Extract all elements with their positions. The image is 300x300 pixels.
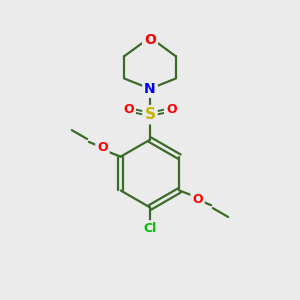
Text: S: S xyxy=(145,107,155,122)
Text: O: O xyxy=(144,33,156,47)
Text: N: N xyxy=(144,82,156,96)
Text: Cl: Cl xyxy=(143,222,157,235)
Text: O: O xyxy=(166,103,176,116)
Text: O: O xyxy=(97,141,108,154)
Text: O: O xyxy=(124,103,134,116)
Text: O: O xyxy=(192,193,203,206)
